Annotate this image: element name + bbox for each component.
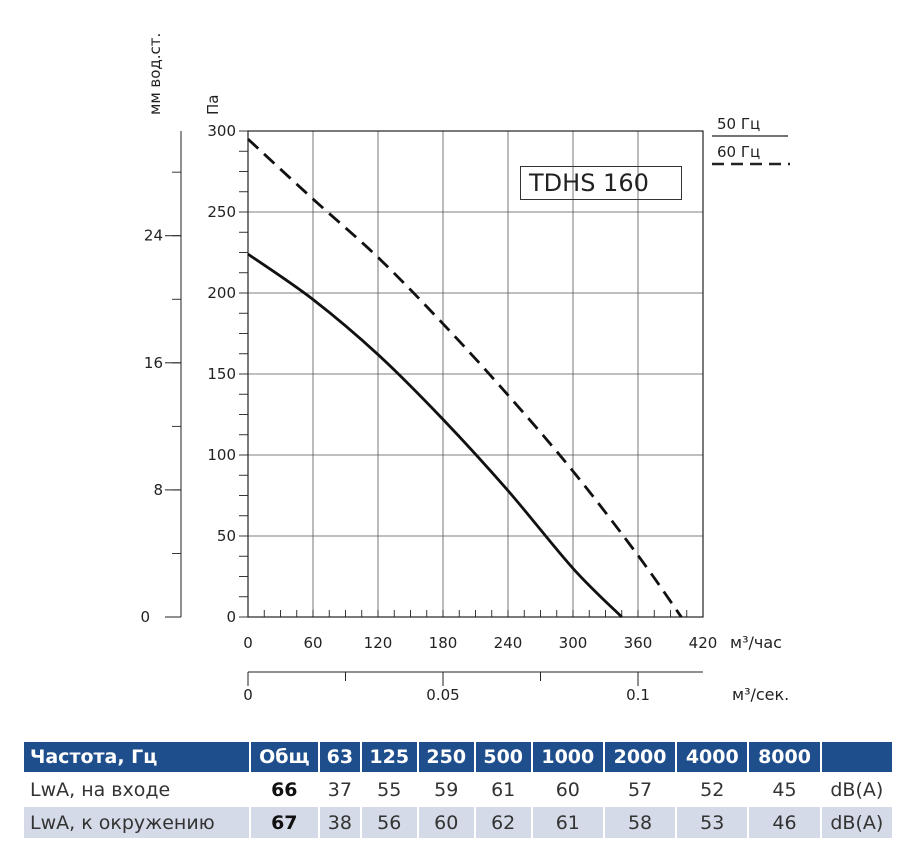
- value-cell: 60: [418, 807, 474, 838]
- value-cell: 61: [532, 807, 603, 838]
- value-cell: 46: [749, 807, 820, 838]
- y-tick-label-pa: 100: [207, 446, 236, 464]
- value-cell: 57: [627, 778, 653, 801]
- header-cell: [821, 742, 892, 772]
- value-cell: 45: [772, 778, 797, 801]
- table-header-row: Частота, Гц Общ 63 125 250 500 1000 2000…: [24, 742, 892, 772]
- value-cell: 53: [677, 807, 748, 838]
- mm-tick-label: 16: [144, 354, 163, 372]
- legend-label-60hz: 60 Гц: [717, 143, 760, 161]
- x-tick-label: 360: [624, 634, 653, 652]
- tick-marks: [239, 130, 704, 618]
- y-tick-label-pa: 300: [207, 122, 236, 140]
- header-cell: 250: [418, 742, 474, 772]
- header-cell: 8000: [749, 742, 820, 772]
- value-cell: 56: [361, 807, 417, 838]
- y-tick-label-pa: 150: [207, 365, 236, 383]
- sound-data-table: Частота, Гц Общ 63 125 250 500 1000 2000…: [22, 740, 894, 840]
- y-tick-label-pa: 50: [217, 527, 236, 545]
- table-row: LwA, на входе 66 37 55 59 61 60 57 52 45…: [24, 774, 892, 805]
- header-cell: 2000: [604, 742, 676, 772]
- y-axis-label-pa: Па: [204, 95, 222, 115]
- model-label-box: TDHS 160: [520, 166, 682, 200]
- x-tick-label: 180: [429, 634, 458, 652]
- x-tick-label: 300: [559, 634, 588, 652]
- x2-tick-label: 0: [243, 686, 253, 704]
- row-label: LwA, на входе: [30, 778, 171, 801]
- header-cell: 125: [361, 742, 417, 772]
- mm-tick-label: 8: [153, 481, 163, 499]
- x2-tick-label: 0.1: [626, 686, 650, 704]
- header-cell: 1000: [532, 742, 603, 772]
- table-row: LwA, к окружению 67 38 56 60 62 61 58 53…: [24, 807, 892, 838]
- header-cell: 4000: [677, 742, 748, 772]
- value-cell: 62: [475, 807, 531, 838]
- legend: 50 Гц 60 Гц: [712, 115, 790, 166]
- total-cell: 66: [271, 778, 298, 801]
- value-cell: 60: [555, 778, 580, 801]
- header-cell: 500: [475, 742, 531, 772]
- chart-grid: [248, 131, 703, 617]
- header-cell: Частота, Гц: [24, 742, 249, 772]
- unit-cell: dB(A): [830, 778, 884, 801]
- x-tick-label: 60: [303, 634, 322, 652]
- series-line-50hz: [247, 252, 623, 618]
- mm-axis: 0 8 16 24: [140, 131, 182, 626]
- y-axis-label-mm: мм вод.ст.: [146, 33, 164, 115]
- x-tick-label: 120: [364, 634, 393, 652]
- value-cell: 52: [700, 778, 725, 801]
- x-axis-label-primary: м³/час: [730, 633, 782, 652]
- value-cell: 37: [327, 778, 352, 801]
- x-tick-label: 240: [494, 634, 523, 652]
- secondary-x-axis: 0 0.05 0.1: [243, 671, 703, 704]
- chart-series: [247, 138, 683, 618]
- x-tick-label: 420: [689, 634, 718, 652]
- row-label: LwA, к окружению: [24, 807, 249, 838]
- y-tick-label-pa: 200: [207, 284, 236, 302]
- series-line-60hz: [247, 138, 683, 618]
- total-cell: 67: [250, 807, 318, 838]
- y-tick-label-pa: 250: [207, 203, 236, 221]
- x-axis-label-secondary: м³/сек.: [732, 685, 789, 704]
- header-cell: Общ: [250, 742, 318, 772]
- x-tick-labels: 0 60 120 180 240 300 360 420: [243, 634, 717, 652]
- unit-cell: dB(A): [821, 807, 892, 838]
- model-label: TDHS 160: [529, 169, 649, 197]
- mm-tick-label: 0: [140, 608, 150, 626]
- value-cell: 55: [377, 778, 402, 801]
- value-cell: 61: [491, 778, 516, 801]
- x2-tick-label: 0.05: [426, 686, 459, 704]
- y-tick-labels-pa: 0 50 100 150 200 250 300: [207, 122, 236, 626]
- performance-chart: 0 50 100 150 200 250 300 0 8 16 24 0 60 120 180 240 30…: [140, 33, 790, 704]
- value-cell: 59: [434, 778, 459, 801]
- legend-label-50hz: 50 Гц: [717, 115, 760, 133]
- x-tick-label: 0: [243, 634, 253, 652]
- mm-tick-label: 24: [144, 227, 163, 245]
- y-tick-label-pa: 0: [226, 608, 236, 626]
- value-cell: 58: [604, 807, 676, 838]
- header-cell: 63: [320, 742, 360, 772]
- value-cell: 38: [320, 807, 360, 838]
